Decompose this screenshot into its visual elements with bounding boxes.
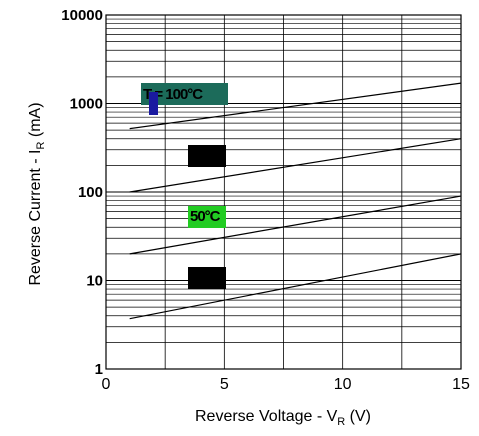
annotation-box-4 xyxy=(188,267,226,289)
annotation-box-1 xyxy=(141,83,228,105)
y-tick-label: 10 xyxy=(86,273,103,290)
series-line-1 xyxy=(129,82,462,130)
x-tick-label: 15 xyxy=(452,376,470,393)
annotation-label-4: C xyxy=(215,270,226,287)
series-line-2 xyxy=(129,138,462,193)
chart-annotations: T = 100°C C 50°C C xyxy=(141,83,228,289)
series-line-4 xyxy=(129,253,462,320)
annotation-label-1: T = 100°C xyxy=(143,86,203,103)
series-line-3 xyxy=(129,195,462,255)
chart-grid xyxy=(106,15,461,369)
chart-series xyxy=(129,82,462,320)
x-tick-label: 5 xyxy=(220,376,229,393)
x-axis-label: Reverse Voltage - VR (V) xyxy=(195,408,371,428)
annotation-label-2: C xyxy=(215,148,226,165)
annotation-box-3 xyxy=(188,206,226,228)
x-tick-label: 0 xyxy=(102,376,111,393)
annotation-box-2 xyxy=(188,145,226,167)
y-tick-labels: 1 10 100 1000 10000 xyxy=(61,7,103,378)
plot-frame xyxy=(105,14,462,370)
annotation-label-3: 50°C xyxy=(190,208,221,225)
y-axis-label: Reverse Current - IR (mA) xyxy=(27,102,47,285)
marker-swatch xyxy=(149,92,158,115)
y-tick-label: 1000 xyxy=(70,96,103,113)
x-tick-labels: 0 5 10 15 xyxy=(102,376,470,393)
y-tick-label: 100 xyxy=(78,184,103,201)
y-tick-label: 10000 xyxy=(61,7,103,24)
y-tick-label: 1 xyxy=(95,361,103,378)
x-tick-label: 10 xyxy=(334,376,352,393)
